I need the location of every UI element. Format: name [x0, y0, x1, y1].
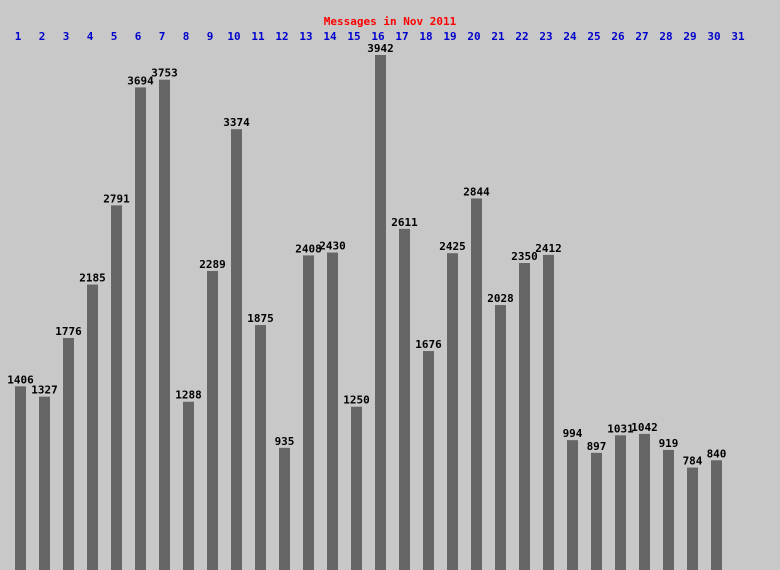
bar: [351, 406, 362, 570]
value-label: 1042: [631, 421, 658, 434]
bar: [615, 435, 626, 570]
bar: [207, 270, 218, 570]
x-tick-label: 27: [635, 30, 648, 43]
x-tick-label: 17: [395, 30, 408, 43]
value-label: 935: [275, 435, 295, 448]
value-label: 3942: [367, 42, 394, 55]
bar: [111, 205, 122, 570]
value-label: 919: [659, 437, 679, 450]
value-label: 1288: [175, 389, 202, 402]
value-label: 897: [587, 440, 607, 453]
x-tick-label: 13: [299, 30, 312, 43]
x-tick-label: 19: [443, 30, 456, 43]
x-tick-label: 11: [251, 30, 265, 43]
value-label: 994: [563, 427, 583, 440]
bar: [303, 255, 314, 570]
x-tick-label: 25: [587, 30, 600, 43]
value-label: 2408: [295, 242, 322, 255]
bar: [591, 452, 602, 570]
value-label: 2185: [79, 272, 106, 285]
x-tick-label: 23: [539, 30, 552, 43]
bar: [87, 284, 98, 570]
x-tick-label: 14: [323, 30, 337, 43]
bar: [567, 440, 578, 570]
value-label: 1250: [343, 394, 370, 407]
bar: [39, 396, 50, 570]
x-tick-label: 18: [419, 30, 432, 43]
x-tick-label: 21: [491, 30, 505, 43]
bar: [471, 198, 482, 570]
bar: [639, 433, 650, 570]
value-label: 2844: [463, 185, 490, 198]
value-label: 840: [707, 447, 727, 460]
x-tick-label: 8: [183, 30, 190, 43]
bar: [15, 386, 26, 570]
value-label: 3753: [151, 67, 178, 80]
x-tick-label: 26: [611, 30, 625, 43]
bar: [255, 325, 266, 570]
value-label: 2350: [511, 250, 538, 263]
value-label: 1875: [247, 312, 274, 325]
value-label: 1327: [31, 384, 58, 397]
value-label: 3694: [127, 74, 154, 87]
x-tick-label: 16: [371, 30, 385, 43]
bar: [519, 262, 530, 570]
chart-title: Messages in Nov 2011: [324, 15, 457, 28]
value-label: 2289: [199, 258, 226, 271]
x-tick-label: 28: [659, 30, 672, 43]
x-tick-label: 24: [563, 30, 577, 43]
bar: [327, 252, 338, 570]
x-tick-label: 6: [135, 30, 142, 43]
bar: [159, 79, 170, 570]
value-label: 3374: [223, 116, 250, 129]
bar: [231, 129, 242, 570]
x-tick-label: 22: [515, 30, 528, 43]
x-tick-label: 29: [683, 30, 696, 43]
bar: [543, 254, 554, 570]
x-tick-label: 5: [111, 30, 118, 43]
x-tick-label: 31: [731, 30, 745, 43]
bar: [279, 447, 290, 570]
bar: [711, 460, 722, 570]
value-label: 784: [683, 455, 703, 468]
value-label: 2791: [103, 192, 130, 205]
x-tick-label: 1: [15, 30, 22, 43]
bar: [183, 401, 194, 570]
bar: [399, 228, 410, 570]
x-tick-label: 2: [39, 30, 46, 43]
bar: [663, 449, 674, 570]
x-tick-label: 3: [63, 30, 70, 43]
x-tick-label: 7: [159, 30, 166, 43]
value-label: 2611: [391, 216, 418, 229]
value-label: 2028: [487, 292, 514, 305]
value-label: 1776: [55, 325, 82, 338]
value-label: 2430: [319, 240, 346, 253]
value-label: 2412: [535, 242, 562, 255]
bar: [423, 351, 434, 570]
bar: [447, 253, 458, 570]
value-label: 1676: [415, 338, 442, 351]
bar: [63, 337, 74, 570]
bar: [495, 305, 506, 570]
x-tick-label: 9: [207, 30, 214, 43]
x-tick-label: 12: [275, 30, 288, 43]
value-label: 1406: [7, 373, 34, 386]
bar: [135, 87, 146, 570]
x-tick-label: 30: [707, 30, 720, 43]
x-tick-label: 15: [347, 30, 360, 43]
bar: [687, 467, 698, 570]
bar: [375, 55, 386, 570]
value-label: 1031: [607, 422, 634, 435]
x-tick-label: 4: [87, 30, 94, 43]
x-tick-label: 20: [467, 30, 480, 43]
value-label: 2425: [439, 240, 466, 253]
x-tick-label: 10: [227, 30, 240, 43]
